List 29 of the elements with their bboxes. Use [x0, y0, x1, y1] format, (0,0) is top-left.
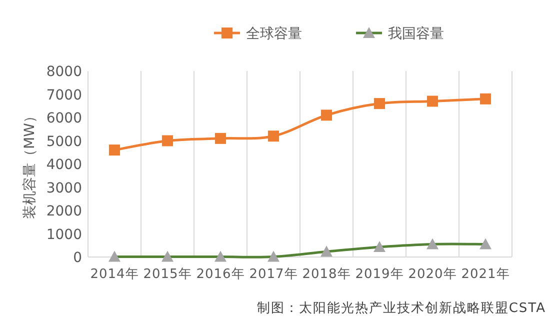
y-tick-label: 3000 — [46, 180, 82, 196]
y-tick-label: 4000 — [46, 157, 82, 173]
y-tick-label: 2000 — [46, 204, 82, 220]
point — [427, 96, 438, 107]
x-tick-label: 2015年 — [143, 267, 192, 282]
point — [215, 132, 226, 144]
point — [374, 98, 385, 110]
legend-label: 全球容量 — [246, 26, 302, 42]
legend-label: 我国容量 — [388, 26, 444, 42]
y-tick-label: 8000 — [46, 64, 82, 80]
y-tick-label: 6000 — [46, 110, 82, 126]
x-tick-label: 2020年 — [408, 267, 457, 282]
point — [321, 110, 332, 121]
x-tick-label: 2017年 — [249, 267, 298, 282]
text: 制图：太阳能光热产业技术创新战略联盟CSTA — [256, 301, 546, 316]
y-tick-label: 7000 — [46, 87, 82, 104]
x-tick-label: 2016年 — [196, 267, 245, 282]
y-tick-label: 0 — [73, 250, 82, 266]
x-tick-label: 2014年 — [90, 267, 139, 282]
x-tick-label: 2018年 — [302, 267, 351, 282]
y-tick-label: 5000 — [46, 134, 82, 150]
point — [162, 135, 173, 146]
y-tick-label: 1000 — [46, 226, 82, 243]
point — [268, 130, 279, 142]
y-axis-title: 装机容量（MW） — [22, 109, 38, 219]
point — [109, 144, 120, 156]
point — [480, 93, 491, 104]
x-tick-label: 2019年 — [355, 267, 404, 282]
x-tick-label: 2021年 — [461, 267, 510, 282]
